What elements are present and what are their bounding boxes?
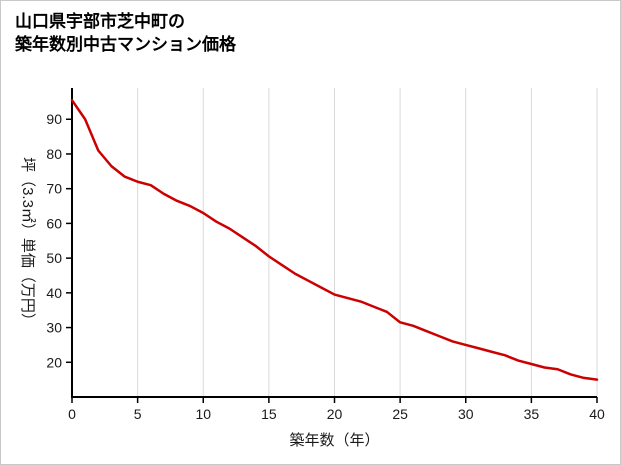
y-tick-label: 60	[46, 215, 62, 231]
x-tick-label: 35	[524, 406, 540, 422]
y-tick-label: 90	[46, 111, 62, 127]
x-tick-label: 40	[589, 406, 605, 422]
x-tick-label: 10	[195, 406, 211, 422]
x-tick-label: 30	[458, 406, 474, 422]
x-tick-label: 20	[327, 406, 343, 422]
chart-title-line2: 築年数別中古マンション価格	[15, 34, 236, 54]
x-tick-label: 15	[261, 406, 277, 422]
y-tick-label: 50	[46, 250, 62, 266]
y-tick-label: 40	[46, 285, 62, 301]
y-tick-label: 30	[46, 319, 62, 335]
price-line-series	[70, 98, 599, 381]
chart-title-line1: 山口県宇部市芝中町の	[15, 12, 185, 31]
price-line-chart: 20 30 40 50 60 70 80 90 0 5 10 15 20 25 30 35 40 築年数（年） 坪（…	[19, 87, 605, 449]
y-tick-label: 80	[46, 146, 62, 162]
x-tick-label: 25	[392, 406, 408, 422]
x-tick-label: 0	[68, 406, 76, 422]
chart-title: 山口県宇部市芝中町の 築年数別中古マンション価格	[1, 1, 620, 57]
y-tick-label: 70	[46, 181, 62, 197]
x-axis-label: 築年数（年）	[289, 431, 379, 449]
y-axis-label: 坪（3.3㎡）単価（万円）	[19, 157, 36, 328]
y-tick-label: 20	[46, 354, 62, 370]
x-tick-label: 5	[134, 406, 142, 422]
